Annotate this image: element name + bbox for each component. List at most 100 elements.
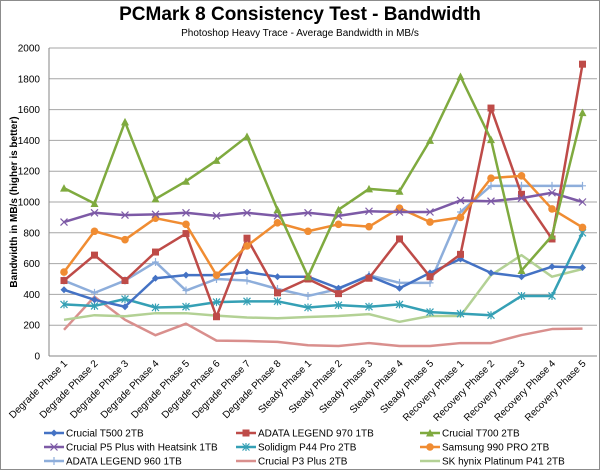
data-point <box>212 156 221 164</box>
data-point <box>426 273 434 281</box>
y-tick-label: 1200 <box>18 167 41 178</box>
data-point <box>274 289 281 297</box>
data-point <box>273 205 282 214</box>
data-point <box>50 443 58 451</box>
y-tick-label: 600 <box>23 259 40 270</box>
legend-label: Crucial T500 2TB <box>66 429 144 440</box>
legend-label: ADATA LEGEND 970 1TB <box>258 429 374 440</box>
data-point <box>243 268 251 276</box>
data-point <box>90 199 99 208</box>
legend-label: Crucial P3 Plus 2TB <box>258 457 348 468</box>
data-point <box>548 181 556 190</box>
legend-item: Crucial P5 Plus with Heatsink 1TB <box>44 443 218 454</box>
data-point <box>182 208 190 217</box>
data-point <box>273 218 282 227</box>
data-point <box>395 300 404 309</box>
legend-item: Crucial T700 2TB <box>420 429 520 440</box>
data-point <box>91 296 98 304</box>
data-point <box>335 290 342 298</box>
series-line <box>63 257 583 308</box>
series-line <box>63 232 584 317</box>
data-point <box>517 172 526 180</box>
data-point <box>273 297 282 306</box>
gridlines <box>48 47 597 357</box>
legend-item: SK hynix Platinum P41 2TB <box>420 457 565 468</box>
data-point <box>212 271 221 279</box>
data-point <box>426 136 434 144</box>
series-solidigm-p44-pro-2tb <box>60 228 587 320</box>
data-point <box>365 207 373 216</box>
chart-title: PCMark 8 Consistency Test - Bandwidth <box>119 4 481 25</box>
data-point <box>242 429 250 437</box>
series-crucial-p5-plus-with-heatsink-1tb <box>60 188 587 226</box>
data-point <box>426 429 434 437</box>
data-point <box>90 208 99 217</box>
y-tick-label: 1400 <box>18 136 41 147</box>
data-point <box>304 303 312 312</box>
x-tick-label: Steady Phase 3 <box>317 358 375 416</box>
data-point <box>426 443 434 451</box>
y-tick-label: 0 <box>34 352 40 363</box>
data-point <box>243 297 251 306</box>
data-point <box>304 208 312 217</box>
legend-label: Crucial T700 2TB <box>442 429 520 440</box>
data-point <box>365 222 373 231</box>
data-point <box>456 196 465 205</box>
data-point <box>121 295 129 304</box>
legend-item: ADATA LEGEND 960 1TB <box>44 457 182 468</box>
y-tick-label: 200 <box>23 321 40 332</box>
data-point <box>182 271 190 279</box>
series-line <box>63 191 583 224</box>
data-point <box>182 230 190 238</box>
data-point <box>243 234 251 242</box>
data-point <box>395 187 404 195</box>
series-crucial-t700-2tb <box>60 72 587 281</box>
data-point <box>396 284 403 292</box>
series-line <box>63 253 583 324</box>
series-line <box>63 63 584 318</box>
data-point <box>151 210 160 219</box>
data-point <box>487 311 495 320</box>
data-point <box>456 309 465 318</box>
data-point <box>121 211 129 220</box>
data-point <box>213 313 220 321</box>
data-point <box>579 263 586 271</box>
data-point <box>335 284 342 292</box>
legend: Crucial T500 2TB ADATA LEGEND 970 1TB Cruc… <box>44 429 565 468</box>
data-point <box>90 227 99 236</box>
data-point <box>50 457 58 465</box>
data-point <box>152 274 159 282</box>
data-point <box>457 250 464 258</box>
data-point <box>121 303 129 311</box>
series-lines <box>60 60 587 348</box>
data-point <box>60 277 68 285</box>
data-point <box>304 272 312 281</box>
data-point <box>212 211 221 220</box>
data-point <box>152 258 159 267</box>
data-point <box>182 177 190 185</box>
data-point <box>365 274 373 282</box>
data-point <box>365 302 373 311</box>
legend-label: Crucial P5 Plus with Heatsink 1TB <box>66 443 218 454</box>
data-point <box>60 300 68 309</box>
data-point <box>548 205 556 213</box>
y-axis-ticks: 0 200 400 600 800 1000 1200 1400 1600 1800 2000 <box>18 44 41 363</box>
chart-subtitle: Photoshop Heavy Trace - Average Bandwidt… <box>181 28 419 39</box>
data-point <box>548 231 556 240</box>
data-point <box>334 301 343 310</box>
data-point <box>578 223 587 232</box>
series-line <box>63 295 583 348</box>
data-point <box>578 108 587 117</box>
data-point <box>334 205 343 214</box>
data-point <box>395 208 404 216</box>
data-point <box>242 443 250 451</box>
data-point <box>579 60 586 68</box>
data-point <box>243 242 251 250</box>
data-point <box>487 135 495 144</box>
legend-item: Crucial P3 Plus 2TB <box>236 457 348 468</box>
data-point <box>91 251 98 259</box>
data-point <box>426 308 434 317</box>
y-axis-label: Bandwidth in MB/s (higher is better) <box>9 116 20 287</box>
data-point <box>60 184 68 192</box>
data-point <box>50 429 58 437</box>
